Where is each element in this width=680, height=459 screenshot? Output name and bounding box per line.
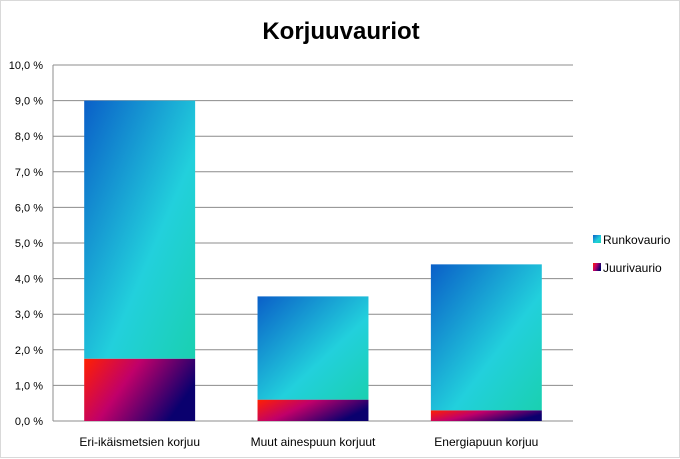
y-tick-label: 9,0 %: [15, 96, 43, 108]
category-label: Energiapuun korjuu: [434, 435, 538, 449]
chart-title: Korjuuvauriot: [262, 18, 419, 45]
y-tick-label: 6,0 %: [15, 202, 43, 214]
category-label: Muut ainespuun korjuut: [251, 435, 376, 449]
y-tick-label: 0,0 %: [15, 416, 43, 428]
y-tick-label: 5,0 %: [15, 238, 43, 250]
bar-juurivaurio-2: [430, 410, 542, 421]
y-tick-label: 7,0 %: [15, 167, 43, 179]
bar-runkovaurio-2: [430, 264, 542, 411]
category-label: Eri-ikäismetsien korjuu: [79, 435, 200, 449]
legend-label: Juurivaurio: [603, 261, 662, 275]
legend-swatch-juurivaurio: [593, 263, 601, 271]
bar-juurivaurio-1: [257, 399, 369, 421]
legend-swatch-runkovaurio: [593, 235, 601, 243]
legend: Runkovaurio Juurivaurio: [593, 233, 671, 275]
y-tick-label: 4,0 %: [15, 274, 43, 286]
y-tick-label: 3,0 %: [15, 309, 43, 321]
y-tick-label: 1,0 %: [15, 380, 43, 392]
bar-juurivaurio-0: [84, 358, 196, 421]
y-tick-label: 2,0 %: [15, 345, 43, 357]
y-axis-tick-labels: 0,0 % 1,0 % 2,0 % 3,0 % 4,0 % 5,0 % 6,0 % 7,0 %…: [9, 60, 43, 428]
bar-runkovaurio-0: [84, 100, 196, 359]
y-tick-label: 8,0 %: [15, 131, 43, 143]
x-axis-category-labels: Eri-ikäismetsien korjuu Muut ainespuun ko…: [79, 435, 538, 449]
bar-runkovaurio-1: [257, 296, 369, 400]
legend-label: Runkovaurio: [603, 233, 671, 247]
y-tick-label: 10,0 %: [9, 60, 43, 72]
bars: [84, 100, 542, 421]
